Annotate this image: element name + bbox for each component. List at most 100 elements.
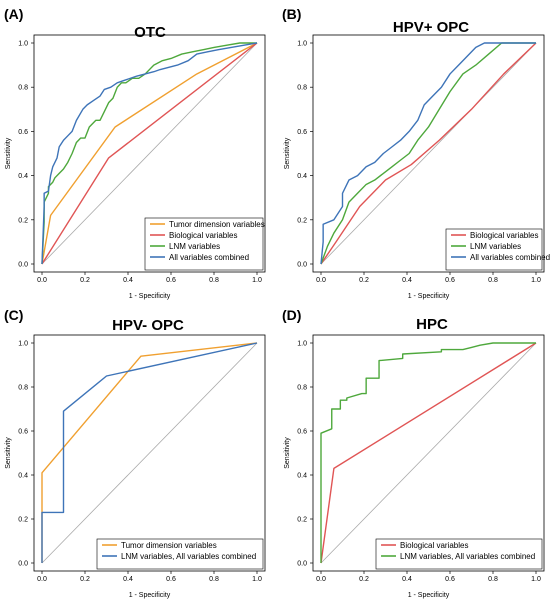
plot-frame <box>312 34 545 273</box>
y-tick-label: 1.0 <box>297 41 307 48</box>
y-tick-label: 0.0 <box>18 262 28 269</box>
x-tick-label: 0.6 <box>445 576 455 583</box>
reference-diagonal <box>320 42 537 265</box>
y-tick-label: 0.8 <box>18 385 28 392</box>
panel-title: HPV- OPC <box>112 317 184 334</box>
x-tick-label: 0.2 <box>359 576 369 583</box>
x-tick-label: 1.0 <box>531 576 541 583</box>
panel-letter: (D) <box>282 307 301 323</box>
plot-frame <box>312 334 545 572</box>
y-tick-label: 0.2 <box>297 517 307 524</box>
y-tick-label: 0.2 <box>18 217 28 224</box>
x-tick-label: 0.6 <box>166 277 176 284</box>
panel-title: HPV+ OPC <box>393 19 469 36</box>
legend: Biological variables LNM variables, All v… <box>375 538 543 570</box>
y-tick-label: 1.0 <box>297 341 307 348</box>
legend-label-biological-variables: Biological variables <box>169 231 237 240</box>
legend-label-tumor-dimension-variables: Tumor dimension variables <box>121 541 217 550</box>
series-line-lnm-variables-all-variables-combined <box>320 342 536 563</box>
y-tick-label: 0.6 <box>297 429 307 436</box>
series-line-lnm-variables-all-variables-combined <box>41 342 258 563</box>
x-tick-label: 0.0 <box>316 277 326 284</box>
x-tick-label: 0.0 <box>316 576 326 583</box>
y-tick-label: 1.0 <box>18 341 28 348</box>
legend-box <box>445 228 543 271</box>
panel-letter: (C) <box>4 307 23 323</box>
plot-frame <box>33 34 266 273</box>
y-tick-label: 0.6 <box>18 429 28 436</box>
y-tick-label: 0.6 <box>297 129 307 136</box>
x-tick-label: 0.2 <box>80 277 90 284</box>
x-tick-label: 0.8 <box>488 277 498 284</box>
y-tick-label: 0.4 <box>297 473 307 480</box>
y-tick-label: 0.8 <box>297 85 307 92</box>
y-tick-label: 1.0 <box>18 41 28 48</box>
series-line-biological-variables <box>41 42 258 265</box>
reference-diagonal <box>41 42 258 265</box>
series-line-biological-variables <box>320 42 537 265</box>
x-tick-label: 0.0 <box>37 576 47 583</box>
y-axis-title: Sensitivity <box>5 437 12 469</box>
y-tick-label: 0.4 <box>18 473 28 480</box>
x-tick-label: 1.0 <box>252 277 262 284</box>
x-tick-label: 0.0 <box>37 277 47 284</box>
y-tick-label: 0.8 <box>18 85 28 92</box>
x-tick-label: 0.8 <box>488 576 498 583</box>
x-tick-label: 0.6 <box>166 576 176 583</box>
x-axis-title: 1 - Specificity <box>408 293 450 300</box>
y-tick-label: 0.0 <box>297 561 307 568</box>
x-tick-label: 0.4 <box>402 277 412 284</box>
series-line-biological-variables <box>320 342 537 564</box>
y-tick-label: 0.0 <box>297 262 307 269</box>
reference-diagonal <box>320 342 537 564</box>
panel-a: (A) OTC 0.0 0.0 0.2 0.2 0.4 0.4 0.6 0.6 0.8 0.8 1.0 1… <box>4 6 266 300</box>
series-line-all-variables-combined <box>320 42 536 265</box>
series-line-lnm-variables <box>320 42 536 265</box>
y-axis-title: Sensitivity <box>284 137 291 169</box>
x-tick-label: 0.4 <box>123 277 133 284</box>
y-tick-label: 0.8 <box>297 385 307 392</box>
panel-title: HPC <box>416 316 448 333</box>
y-axis-title: Sensitivity <box>5 137 12 169</box>
series-line-all-variables-combined <box>41 42 258 265</box>
x-tick-label: 1.0 <box>531 277 541 284</box>
x-axis-title: 1 - Specificity <box>408 592 450 599</box>
y-tick-label: 0.2 <box>18 517 28 524</box>
x-tick-label: 0.4 <box>402 576 412 583</box>
legend-box <box>144 217 264 271</box>
y-tick-label: 0.4 <box>18 173 28 180</box>
legend-label-tumor-dimension-variables: Tumor dimension variables <box>169 220 265 229</box>
panel-c: (C) HPV- OPC 0.0 0.0 0.2 0.2 0.4 0.4 0.6 0.6 0.8 0.… <box>4 307 266 599</box>
legend-label-all-variables-combined: All variables combined <box>169 253 249 262</box>
legend-box <box>96 538 264 570</box>
legend-box <box>375 538 543 570</box>
legend-label-lnm-variables: LNM variables <box>169 242 220 251</box>
series-line-lnm-variables <box>41 42 257 265</box>
x-tick-label: 0.2 <box>80 576 90 583</box>
plot-frame <box>33 334 266 572</box>
x-axis-title: 1 - Specificity <box>129 293 171 300</box>
y-axis-title: Sensitivity <box>284 437 291 469</box>
x-tick-label: 0.8 <box>209 277 219 284</box>
x-axis-title: 1 - Specificity <box>129 592 171 599</box>
panel-letter: (A) <box>4 6 23 22</box>
legend: Tumor dimension variables Biological vari… <box>144 217 265 271</box>
x-tick-label: 0.6 <box>445 277 455 284</box>
x-tick-label: 0.2 <box>359 277 369 284</box>
legend-label-lnm-variables-all-variables-combined: LNM variables, All variables combined <box>121 552 256 561</box>
x-tick-label: 0.8 <box>209 576 219 583</box>
legend-label-lnm-variables-all-variables-combined: LNM variables, All variables combined <box>400 552 535 561</box>
reference-diagonal <box>41 342 258 564</box>
y-tick-label: 0.0 <box>18 561 28 568</box>
legend: Biological variables LNM variables All var… <box>445 228 550 271</box>
y-tick-label: 0.6 <box>18 129 28 136</box>
y-tick-label: 0.2 <box>297 217 307 224</box>
panel-letter: (B) <box>282 6 301 22</box>
legend-label-all-variables-combined: All variables combined <box>470 253 550 262</box>
panel-d: (D) HPC 0.0 0.0 0.2 0.2 0.4 0.4 0.6 0.6 0.8 0.8 1.0 1… <box>282 307 545 599</box>
panel-title: OTC <box>134 24 166 41</box>
legend-label-biological-variables: Biological variables <box>470 231 538 240</box>
legend-label-biological-variables: Biological variables <box>400 541 468 550</box>
y-tick-label: 0.4 <box>297 173 307 180</box>
